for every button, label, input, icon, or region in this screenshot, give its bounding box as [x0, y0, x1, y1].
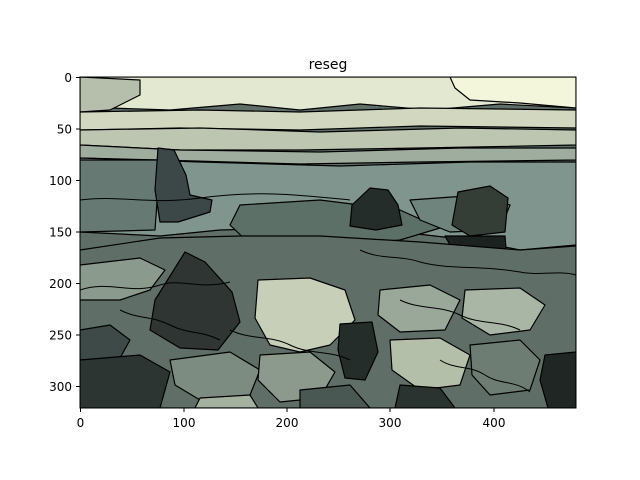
axes-frame: [79, 76, 577, 409]
y-axis: 0 50 100 150 200 250 300: [49, 71, 80, 394]
x-axis: 0 100 200 300 400: [77, 408, 506, 430]
y-tick-label: 50: [57, 123, 72, 137]
y-tick-label: 0: [64, 71, 72, 85]
x-tick-label: 0: [77, 416, 85, 430]
segmentation-image: [79, 76, 577, 409]
y-tick-label: 100: [49, 174, 72, 188]
x-tick-label: 400: [483, 416, 506, 430]
y-tick-label: 250: [49, 329, 72, 343]
y-tick-label: 200: [49, 277, 72, 291]
x-tick-label: 300: [379, 416, 402, 430]
x-tick-label: 200: [276, 416, 299, 430]
x-tick-label: 100: [173, 416, 196, 430]
y-tick-label: 150: [49, 226, 72, 240]
y-tick-label: 300: [49, 380, 72, 394]
plot-title: reseg: [309, 57, 348, 73]
